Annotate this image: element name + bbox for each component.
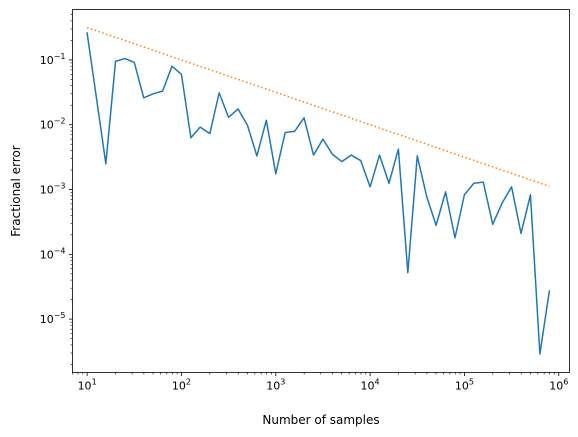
series-line-2 <box>86 26 550 188</box>
y-tick-label: 10−5 <box>40 311 66 326</box>
ticks-layer: 101 102 103 104 105 106 10−5 10−4 10−3 10−2 10−1 <box>40 14 568 393</box>
x-axis-label: Number of samples <box>262 413 379 427</box>
x-tick-label: 106 <box>549 378 568 393</box>
y-tick-label: 10−1 <box>40 52 66 67</box>
y-tick-label: 10−2 <box>40 117 66 132</box>
x-tick-label: 102 <box>172 378 191 393</box>
plot-area <box>86 26 551 355</box>
x-tick-label: 101 <box>78 378 97 393</box>
y-tick-label: 10−4 <box>40 246 66 261</box>
y-tick-label: 10−3 <box>40 182 66 197</box>
x-tick-label: 104 <box>361 378 380 393</box>
series-line-1 <box>86 32 551 355</box>
x-tick-label: 105 <box>455 378 474 393</box>
y-axis-label: Fractional error <box>9 145 23 237</box>
x-tick-label: 103 <box>266 378 285 393</box>
